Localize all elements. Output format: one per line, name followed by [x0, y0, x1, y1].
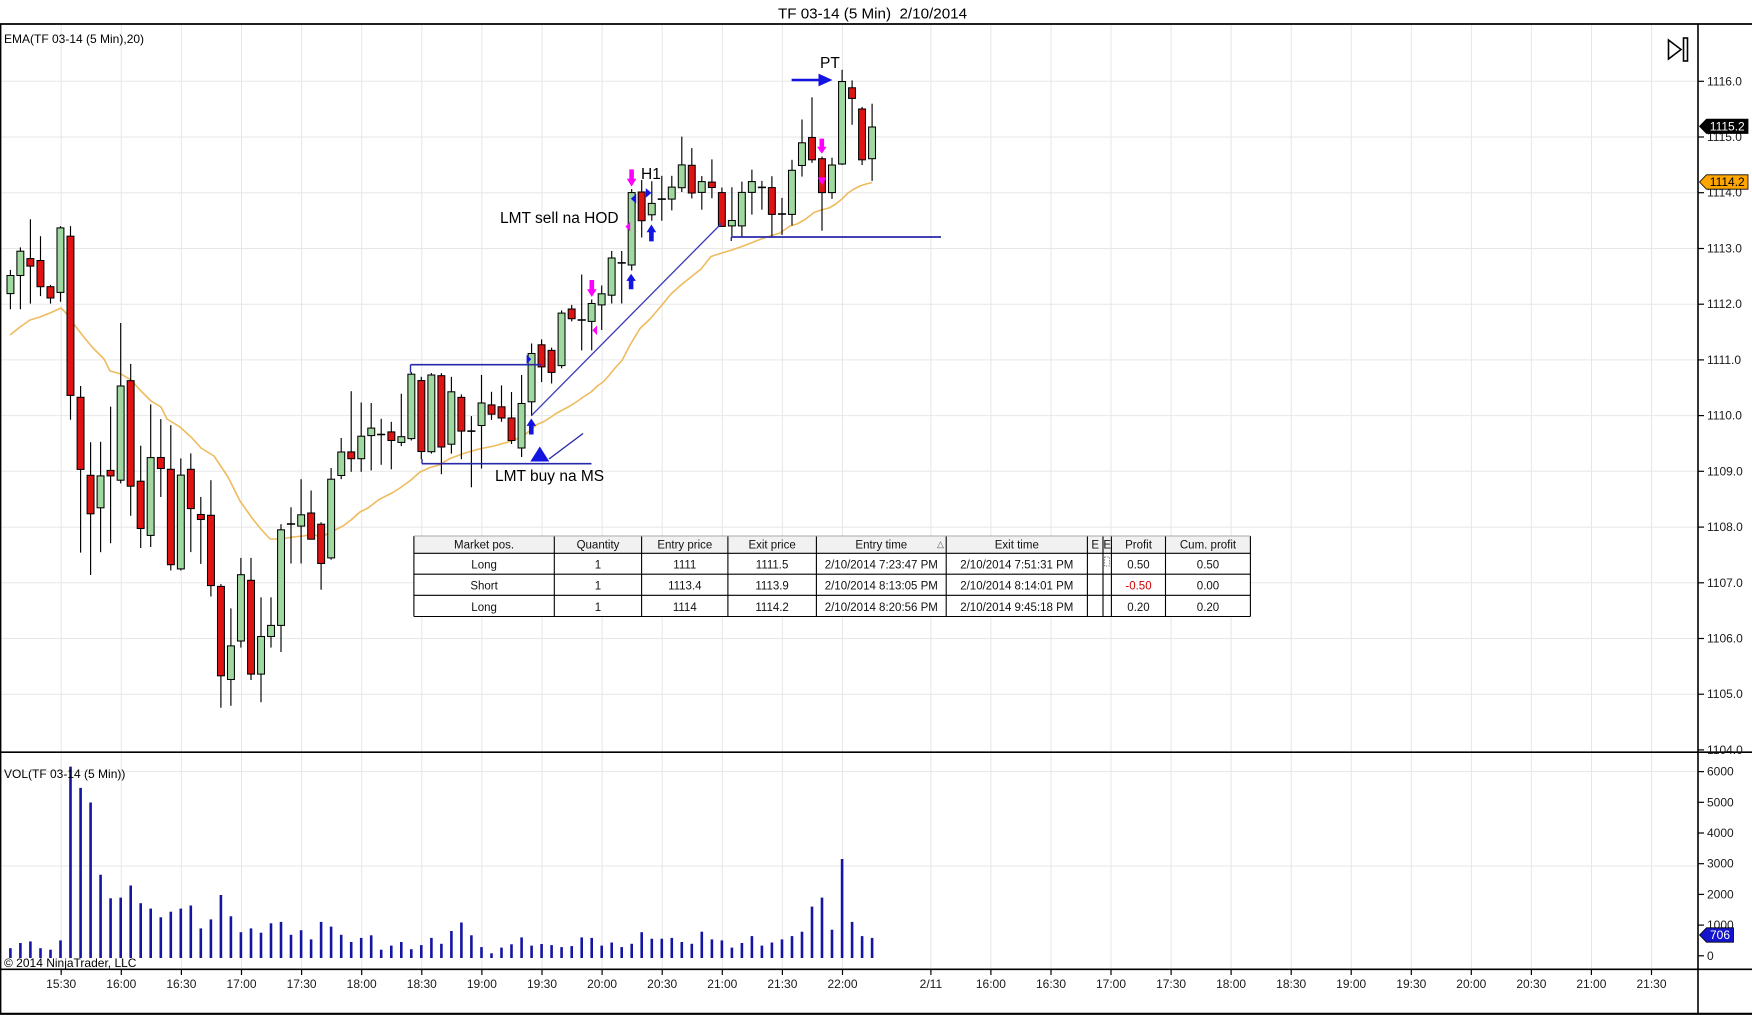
svg-text:0.50: 0.50: [1127, 560, 1149, 572]
svg-text:5000: 5000: [1707, 795, 1734, 809]
svg-text:21:00: 21:00: [1576, 977, 1606, 991]
svg-text:1: 1: [595, 560, 601, 572]
svg-text:1111.5: 1111.5: [756, 560, 789, 572]
svg-text:16:00: 16:00: [106, 977, 136, 991]
svg-text:Market pos.: Market pos.: [454, 540, 514, 552]
svg-text:1113.9: 1113.9: [755, 581, 788, 593]
svg-text:20:00: 20:00: [1456, 977, 1486, 991]
svg-text:18:30: 18:30: [1276, 977, 1306, 991]
svg-text:16:30: 16:30: [166, 977, 196, 991]
svg-text:2/10/2014 7:23:47 PM: 2/10/2014 7:23:47 PM: [825, 560, 938, 572]
svg-text:VOL(TF 03-14 (5 Min)): VOL(TF 03-14 (5 Min)): [4, 767, 125, 781]
svg-text:1114.2: 1114.2: [755, 602, 788, 614]
svg-text:4000: 4000: [1707, 826, 1734, 840]
svg-text:TF 03-14 (5 Min) 2/10/2014: TF 03-14 (5 Min) 2/10/2014: [778, 6, 967, 23]
svg-text:21:30: 21:30: [1636, 977, 1666, 991]
svg-text:H1: H1: [641, 166, 661, 183]
svg-text:Exit price: Exit price: [748, 540, 795, 552]
svg-text:1110.0: 1110.0: [1707, 409, 1742, 423]
svg-text:1113.4: 1113.4: [668, 581, 702, 593]
svg-text:3000: 3000: [1707, 857, 1734, 871]
svg-text:1113.0: 1113.0: [1707, 242, 1742, 256]
svg-text:Long: Long: [471, 602, 497, 614]
svg-text:Profit: Profit: [1125, 540, 1153, 552]
svg-text:1111: 1111: [673, 560, 696, 572]
svg-text:EMA(TF 03-14 (5 Min),20): EMA(TF 03-14 (5 Min),20): [4, 32, 144, 46]
svg-text:Short: Short: [470, 581, 498, 593]
svg-text:1111.0: 1111.0: [1707, 353, 1741, 367]
svg-text:© 2014 NinjaTrader, LLC: © 2014 NinjaTrader, LLC: [4, 956, 137, 970]
svg-text:2/11: 2/11: [920, 977, 943, 991]
svg-text:0.20: 0.20: [1197, 602, 1219, 614]
svg-text:0.00: 0.00: [1197, 581, 1219, 593]
svg-text:Entry time: Entry time: [855, 540, 907, 552]
svg-text:21:00: 21:00: [707, 977, 737, 991]
svg-text:LMT sell na HOD: LMT sell na HOD: [500, 210, 619, 227]
svg-text:PT: PT: [820, 55, 840, 72]
svg-text:1116.0: 1116.0: [1707, 74, 1742, 88]
svg-text:19:00: 19:00: [467, 977, 497, 991]
svg-text:Entry price: Entry price: [657, 540, 712, 552]
svg-text:2/10/2014 9:45:18 PM: 2/10/2014 9:45:18 PM: [960, 602, 1073, 614]
svg-text:20:00: 20:00: [587, 977, 617, 991]
svg-text:18:00: 18:00: [1216, 977, 1246, 991]
svg-text:1112.0: 1112.0: [1707, 297, 1742, 311]
svg-text:17:00: 17:00: [226, 977, 256, 991]
svg-text:6000: 6000: [1707, 765, 1734, 779]
svg-text:17:00: 17:00: [1096, 977, 1126, 991]
svg-text:1114.2: 1114.2: [1710, 175, 1745, 189]
svg-text:Cum. profit: Cum. profit: [1180, 540, 1237, 552]
svg-text:E: E: [1091, 540, 1099, 552]
svg-text:Exit time: Exit time: [995, 540, 1039, 552]
svg-text:2/10/2014 8:20:56 PM: 2/10/2014 8:20:56 PM: [825, 602, 938, 614]
svg-text:2/10/2014 8:14:01 PM: 2/10/2014 8:14:01 PM: [960, 581, 1073, 593]
svg-text:17:30: 17:30: [1156, 977, 1186, 991]
svg-text:1: 1: [595, 581, 601, 593]
svg-text:20:30: 20:30: [1516, 977, 1546, 991]
svg-text:△: △: [937, 539, 944, 549]
svg-text:-0.50: -0.50: [1125, 581, 1151, 593]
svg-text:18:30: 18:30: [407, 977, 437, 991]
svg-text:2/10/2014 7:51:31 PM: 2/10/2014 7:51:31 PM: [960, 560, 1073, 572]
svg-text:1106.0: 1106.0: [1707, 632, 1743, 646]
svg-text:LMT buy na MS: LMT buy na MS: [495, 468, 604, 485]
svg-text:2/10/2014 8:13:05 PM: 2/10/2014 8:13:05 PM: [825, 581, 938, 593]
svg-text:15:30: 15:30: [46, 977, 76, 991]
svg-text:19:30: 19:30: [1396, 977, 1426, 991]
svg-text:1115.2: 1115.2: [1710, 119, 1745, 133]
svg-text:1104.0: 1104.0: [1707, 743, 1743, 757]
svg-text:16:00: 16:00: [976, 977, 1006, 991]
svg-text:0.20: 0.20: [1127, 602, 1149, 614]
svg-text:1114: 1114: [673, 602, 697, 614]
svg-text:Quantity: Quantity: [577, 540, 620, 552]
svg-text:22:00: 22:00: [827, 977, 857, 991]
svg-text:16:30: 16:30: [1036, 977, 1066, 991]
svg-text:Long: Long: [471, 560, 497, 572]
svg-text:1109.0: 1109.0: [1707, 464, 1743, 478]
svg-text:18:00: 18:00: [347, 977, 377, 991]
svg-text:0.50: 0.50: [1197, 560, 1219, 572]
svg-text:20:30: 20:30: [647, 977, 677, 991]
svg-text:19:00: 19:00: [1336, 977, 1366, 991]
svg-text:2000: 2000: [1707, 887, 1734, 901]
svg-text:0: 0: [1707, 949, 1714, 963]
svg-text:1107.0: 1107.0: [1707, 576, 1743, 590]
svg-text:1108.0: 1108.0: [1707, 520, 1743, 534]
svg-text:21:30: 21:30: [767, 977, 797, 991]
svg-text:19:30: 19:30: [527, 977, 557, 991]
svg-text:E: E: [1103, 540, 1111, 552]
svg-text:1: 1: [595, 602, 601, 614]
svg-text:706: 706: [1710, 928, 1730, 942]
svg-text:17:30: 17:30: [287, 977, 317, 991]
svg-text:1105.0: 1105.0: [1707, 687, 1743, 701]
